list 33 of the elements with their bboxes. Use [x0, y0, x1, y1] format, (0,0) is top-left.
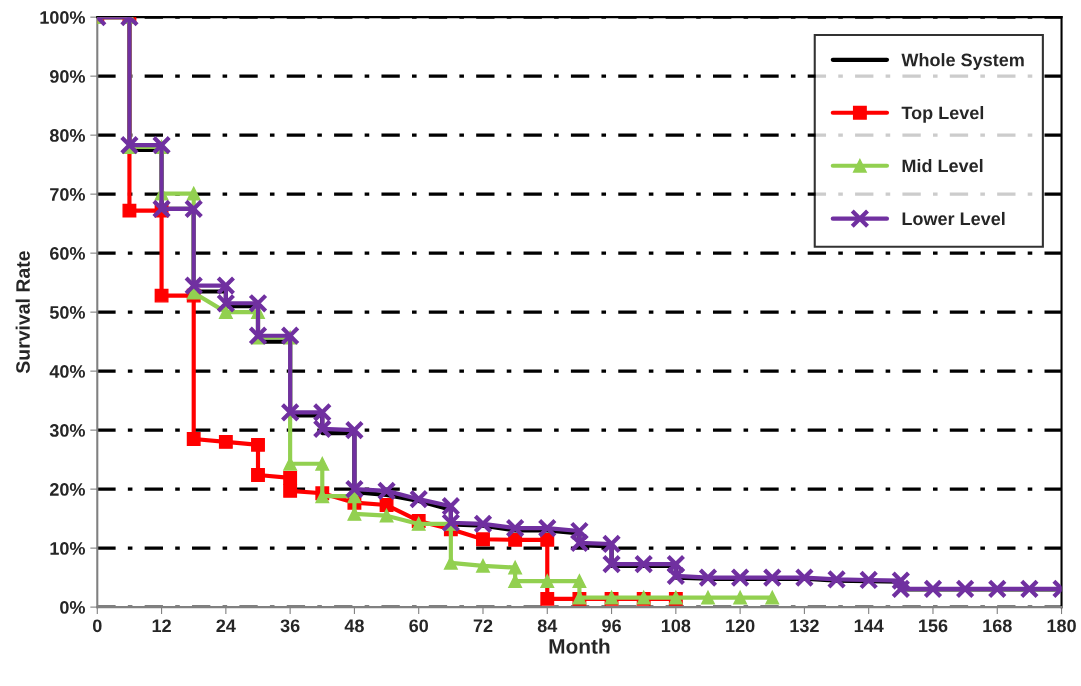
- legend-label: Whole System: [901, 53, 1024, 70]
- y-tick-label: 20%: [49, 483, 86, 496]
- x-tick-label: 180: [1047, 619, 1076, 633]
- y-tick-label: 40%: [49, 365, 86, 378]
- x-tick-label: 72: [473, 619, 493, 632]
- x-axis-title: Month: [549, 638, 610, 654]
- x-tick-label: 144: [854, 619, 884, 632]
- y-tick-label: 30%: [49, 424, 86, 437]
- y-tick-label: 10%: [50, 542, 86, 555]
- x-tick-label: 156: [919, 619, 948, 633]
- y-tick-label: 80%: [49, 129, 86, 142]
- x-tick-label: 96: [602, 619, 621, 633]
- x-tick-label: 60: [409, 619, 429, 633]
- x-tick-label: 0: [92, 619, 102, 633]
- x-tick-label: 48: [344, 619, 364, 633]
- legend-label: Lower Level: [902, 211, 1005, 226]
- x-tick-label: 120: [726, 619, 755, 633]
- x-tick-label: 84: [537, 619, 558, 633]
- legend-label: Top Level: [901, 106, 984, 123]
- y-tick-label: 50%: [49, 306, 86, 319]
- legend-label: Mid Level: [902, 158, 983, 173]
- x-tick-label: 132: [790, 619, 819, 633]
- x-tick-label: 108: [661, 619, 691, 633]
- y-tick-label: 100%: [40, 11, 86, 24]
- x-tick-label: 24: [216, 619, 236, 632]
- y-tick-label: 70%: [50, 188, 86, 201]
- x-tick-label: 36: [280, 619, 300, 633]
- y-tick-label: 0%: [60, 601, 86, 614]
- y-tick-label: 90%: [49, 70, 86, 83]
- y-axis-title: Survival Rate: [15, 251, 30, 374]
- y-tick-label: 60%: [50, 247, 86, 260]
- x-tick-label: 12: [152, 619, 171, 632]
- x-tick-label: 168: [983, 619, 1012, 633]
